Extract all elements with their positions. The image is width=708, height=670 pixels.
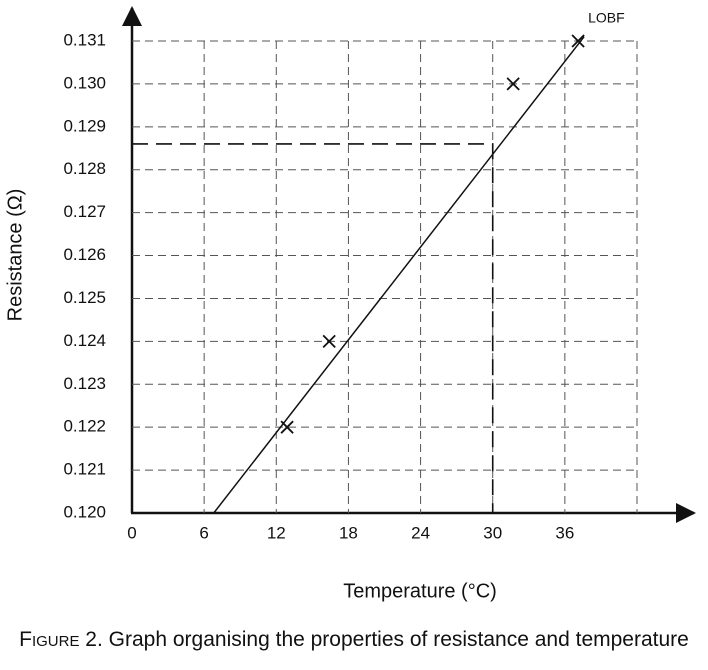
fit-line bbox=[213, 36, 585, 514]
y-tick-label: 0.125 bbox=[63, 288, 106, 307]
y-tick-label: 0.122 bbox=[63, 417, 106, 436]
y-tick-label: 0.121 bbox=[63, 460, 106, 479]
y-tick-label: 0.123 bbox=[63, 374, 106, 393]
y-tick-label: 0.124 bbox=[63, 331, 106, 350]
x-axis-label: Temperature (°C) bbox=[343, 580, 497, 602]
reading-line bbox=[132, 143, 494, 513]
caption: Figure 2. Graph organising the propertie… bbox=[19, 628, 689, 651]
y-tick-label: 0.128 bbox=[63, 159, 106, 178]
x-tick-label: 6 bbox=[199, 523, 208, 542]
fit-line-label: LOBF bbox=[588, 9, 625, 25]
y-tick-label: 0.126 bbox=[63, 245, 106, 264]
y-tick-label: 0.131 bbox=[63, 30, 106, 49]
y-tick-label: 0.129 bbox=[63, 116, 106, 135]
x-tick-label: 18 bbox=[339, 523, 358, 542]
y-tick-label: 0.130 bbox=[63, 73, 106, 92]
y-tick-label: 0.120 bbox=[63, 502, 106, 521]
y-tick-label: 0.127 bbox=[63, 202, 106, 221]
data-point bbox=[280, 420, 294, 434]
data-point bbox=[322, 334, 336, 349]
x-tick-label: 12 bbox=[267, 523, 286, 542]
y-axis-label: Resistance (Ω) bbox=[4, 189, 26, 322]
caption-label: Figure 2. bbox=[19, 628, 103, 651]
x-tick-label: 30 bbox=[483, 523, 502, 542]
x-tick-label: 24 bbox=[411, 523, 430, 542]
caption-text: Graph organising the properties of resis… bbox=[109, 628, 689, 651]
data-point bbox=[571, 34, 585, 48]
data-point bbox=[506, 77, 520, 91]
x-tick-label: 0 bbox=[127, 523, 136, 542]
x-tick-label: 36 bbox=[555, 523, 574, 542]
